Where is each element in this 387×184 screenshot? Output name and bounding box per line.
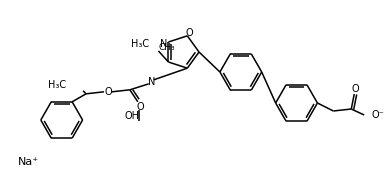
Text: O⁻: O⁻	[371, 110, 384, 120]
Text: O: O	[137, 102, 145, 112]
Text: CH₃: CH₃	[158, 43, 175, 52]
Text: N: N	[148, 77, 156, 87]
Text: O: O	[351, 84, 359, 94]
Text: O: O	[185, 28, 193, 38]
Text: O: O	[104, 87, 112, 97]
Text: H₃C: H₃C	[131, 39, 149, 49]
Text: OH: OH	[124, 111, 139, 121]
Text: Na⁺: Na⁺	[18, 157, 39, 167]
Text: N: N	[160, 39, 167, 49]
Text: H₃C: H₃C	[48, 80, 66, 90]
